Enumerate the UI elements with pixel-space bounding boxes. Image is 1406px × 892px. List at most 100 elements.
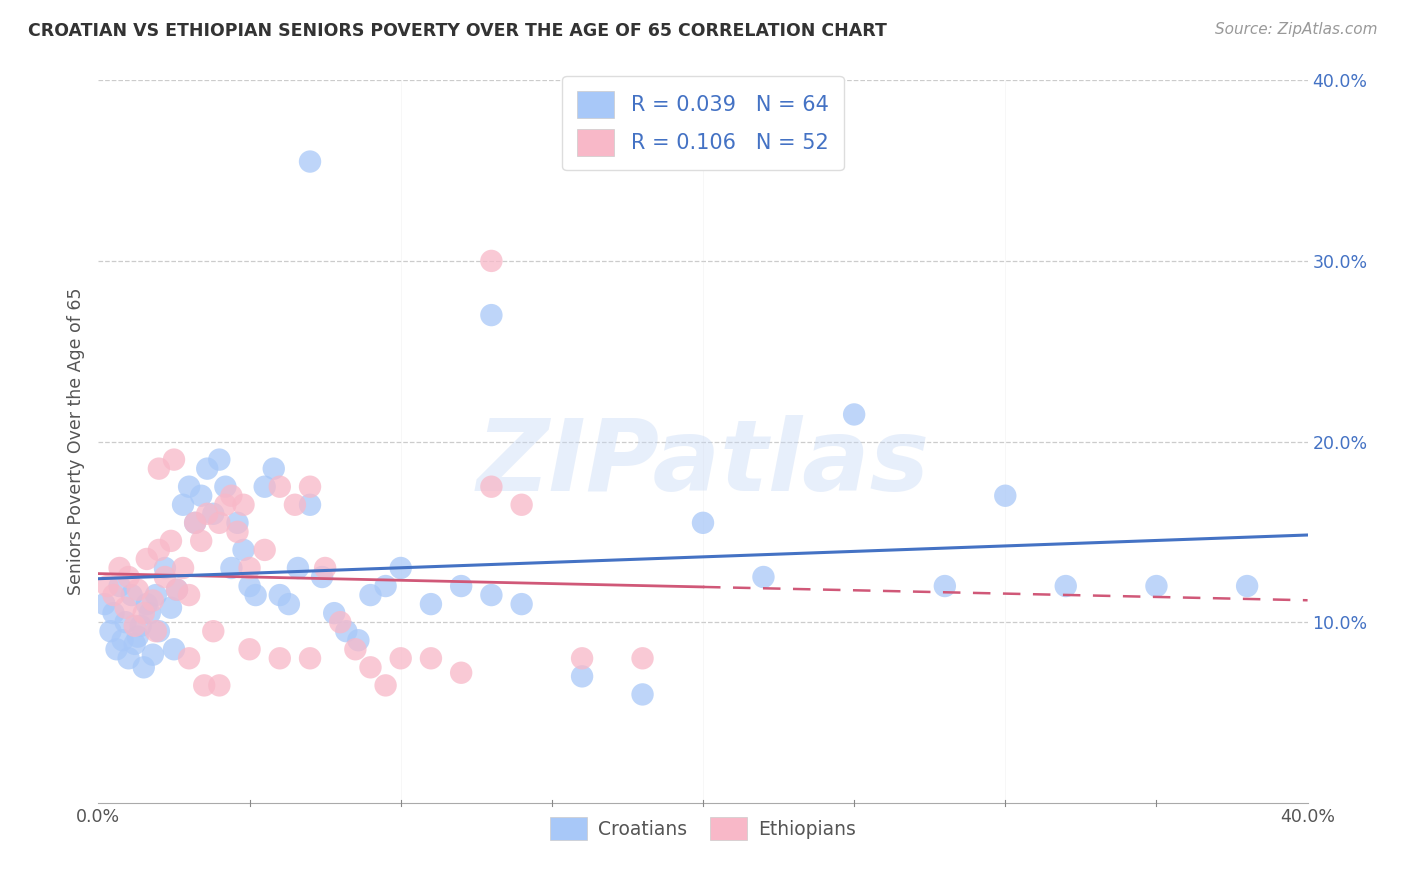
Point (195, 461, 218, 475)
Point (450, 579, 472, 593)
Point (153, 570, 176, 584)
Point (239, 642, 262, 657)
Point (314, 561, 336, 575)
Point (360, 660, 382, 674)
Point (374, 579, 396, 593)
Point (221, 489, 243, 503)
Point (299, 651, 322, 665)
Point (127, 630, 149, 644)
Point (103, 606, 125, 620)
Point (163, 642, 186, 657)
Point (160, 600, 183, 615)
Point (132, 660, 155, 674)
Point (269, 651, 291, 665)
Point (1236, 579, 1258, 593)
Point (132, 606, 155, 620)
Point (208, 516, 231, 530)
Point (299, 480, 322, 494)
Point (323, 606, 346, 620)
Point (124, 619, 146, 633)
Point (335, 624, 357, 639)
Point (135, 597, 157, 611)
Point (145, 624, 167, 639)
Y-axis label: Seniors Poverty Over the Age of 65: Seniors Poverty Over the Age of 65 (66, 288, 84, 595)
Point (148, 624, 170, 639)
Point (166, 582, 188, 597)
Point (232, 498, 254, 512)
Point (172, 561, 194, 575)
Point (190, 533, 212, 548)
Point (160, 533, 183, 548)
Point (93, 597, 115, 611)
Point (142, 648, 165, 662)
Point (299, 498, 322, 512)
Point (232, 542, 254, 557)
Point (510, 597, 533, 611)
Point (163, 452, 186, 467)
Point (208, 678, 231, 692)
Point (184, 516, 207, 530)
Point (344, 642, 367, 657)
Point (184, 516, 207, 530)
Point (103, 588, 125, 602)
Point (190, 489, 212, 503)
Point (172, 498, 194, 512)
Point (263, 461, 285, 475)
Point (135, 552, 157, 566)
Point (571, 669, 593, 683)
Point (118, 651, 141, 665)
Point (481, 308, 503, 322)
Point (139, 606, 162, 620)
Point (420, 597, 443, 611)
Point (253, 542, 276, 557)
Point (142, 593, 165, 607)
Point (571, 651, 593, 665)
Text: CROATIAN VS ETHIOPIAN SENIORS POVERTY OVER THE AGE OF 65 CORRELATION CHART: CROATIAN VS ETHIOPIAN SENIORS POVERTY OV… (28, 22, 887, 40)
Point (214, 498, 236, 512)
Point (100, 624, 122, 639)
Point (145, 588, 167, 602)
Point (374, 678, 396, 692)
Point (692, 516, 714, 530)
Point (114, 600, 136, 615)
Text: ZIPatlas: ZIPatlas (477, 415, 929, 512)
Point (360, 588, 382, 602)
Point (269, 480, 291, 494)
Point (631, 651, 654, 665)
Point (420, 651, 443, 665)
Point (195, 507, 218, 521)
Point (179, 588, 201, 602)
Point (193, 678, 215, 692)
Point (214, 480, 236, 494)
Point (166, 582, 188, 597)
Point (208, 452, 231, 467)
Point (221, 561, 243, 575)
Point (284, 498, 307, 512)
Point (179, 651, 201, 665)
Point (299, 154, 322, 169)
Point (148, 542, 170, 557)
Point (934, 579, 956, 593)
Point (105, 642, 128, 657)
Point (239, 579, 262, 593)
Point (111, 633, 134, 648)
Point (253, 480, 276, 494)
Point (129, 619, 152, 633)
Point (752, 570, 775, 584)
Text: Source: ZipAtlas.com: Source: ZipAtlas.com (1215, 22, 1378, 37)
Point (1144, 579, 1167, 593)
Point (329, 615, 352, 630)
Point (287, 561, 309, 575)
Point (510, 498, 533, 512)
Point (1054, 579, 1077, 593)
Point (148, 461, 170, 475)
Point (121, 588, 143, 602)
Point (631, 687, 654, 701)
Point (389, 561, 412, 575)
Point (481, 480, 503, 494)
Point (277, 597, 299, 611)
Point (389, 651, 412, 665)
Point (108, 579, 131, 593)
Point (450, 665, 472, 680)
Point (311, 570, 333, 584)
